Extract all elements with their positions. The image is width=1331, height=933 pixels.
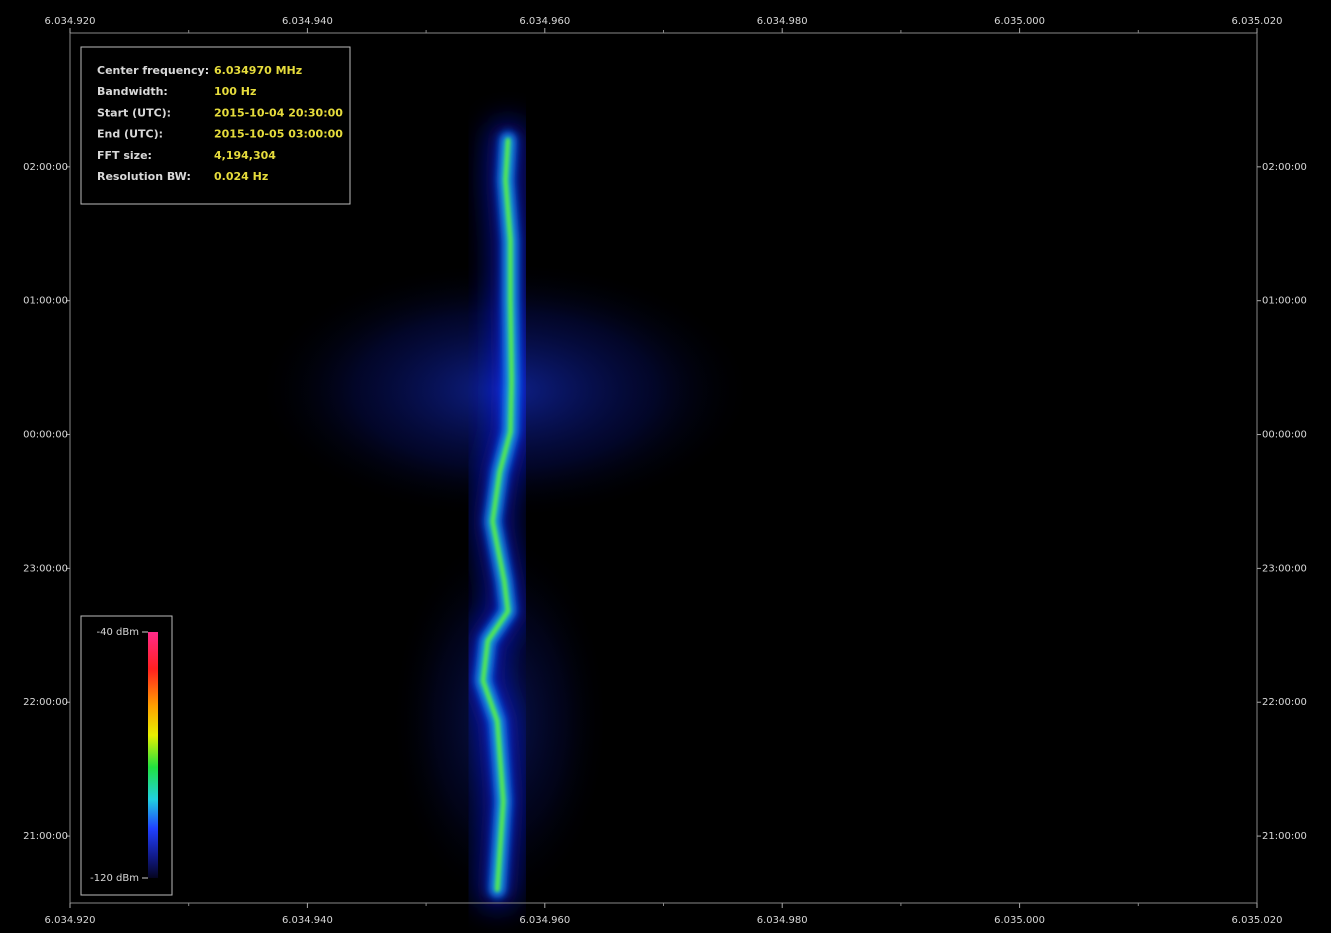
x-tick-label: 6.034.940	[282, 16, 333, 27]
y-tick-label: 00:00:00	[23, 430, 68, 441]
info-label: FFT size:	[97, 149, 152, 162]
x-tick-label: 6.034.960	[519, 16, 570, 27]
x-tick-label: 6.034.940	[282, 915, 333, 926]
info-value: 100 Hz	[214, 85, 256, 98]
x-tick-label: 6.035.020	[1232, 16, 1283, 27]
info-value: 6.034970 MHz	[214, 64, 302, 77]
info-box: Center frequency: 6.034970 MHz Bandwidth: 1…	[80, 46, 351, 205]
colorbar-label: -120 dBm	[90, 873, 139, 884]
x-tick-label: 6.034.920	[45, 915, 96, 926]
y-tick-label: 23:00:00	[23, 563, 68, 574]
x-tick-label: 6.034.980	[757, 915, 808, 926]
y-tick-label: 02:00:00	[23, 162, 68, 173]
plot-area	[463, 120, 1255, 910]
y-tick-label: 01:00:00	[23, 296, 68, 307]
info-value: 2015-10-04 20:30:00	[214, 106, 343, 119]
y-tick-label: 01:00:00	[1262, 296, 1307, 307]
y-tick-label: 23:00:00	[1262, 563, 1307, 574]
y-tick-label: 22:00:00	[1262, 697, 1307, 708]
info-value: 4,194,304	[214, 149, 276, 162]
y-tick-label: 21:00:00	[23, 831, 68, 842]
y-tick-label: 02:00:00	[1262, 162, 1307, 173]
y-tick-label: 00:00:00	[1262, 430, 1307, 441]
x-tick-label: 6.034.980	[757, 16, 808, 27]
colorbar-gradient	[148, 632, 158, 878]
colorbar-frame	[80, 615, 173, 896]
y-tick-label: 21:00:00	[1262, 831, 1307, 842]
info-value: 2015-10-05 03:00:00	[214, 128, 343, 141]
info-label: End (UTC):	[97, 128, 163, 141]
info-frame	[80, 46, 351, 205]
x-tick-label: 6.035.000	[994, 915, 1045, 926]
info-label: Resolution BW:	[97, 170, 191, 183]
y-tick-label: 22:00:00	[23, 697, 68, 708]
x-tick-label: 6.035.020	[1232, 915, 1283, 926]
x-tick-label: 6.035.000	[994, 16, 1045, 27]
x-tick-label: 6.034.920	[45, 16, 96, 27]
colorbar-label: -40 dBm	[97, 627, 139, 638]
colorbar: -40 dBm -120 dBm	[80, 615, 173, 896]
info-value: 0.024 Hz	[214, 170, 268, 183]
x-tick-label: 6.034.960	[519, 915, 570, 926]
info-label: Bandwidth:	[97, 85, 168, 98]
info-label: Start (UTC):	[97, 106, 171, 119]
signal-peak	[481, 138, 514, 892]
info-label: Center frequency:	[97, 64, 209, 77]
